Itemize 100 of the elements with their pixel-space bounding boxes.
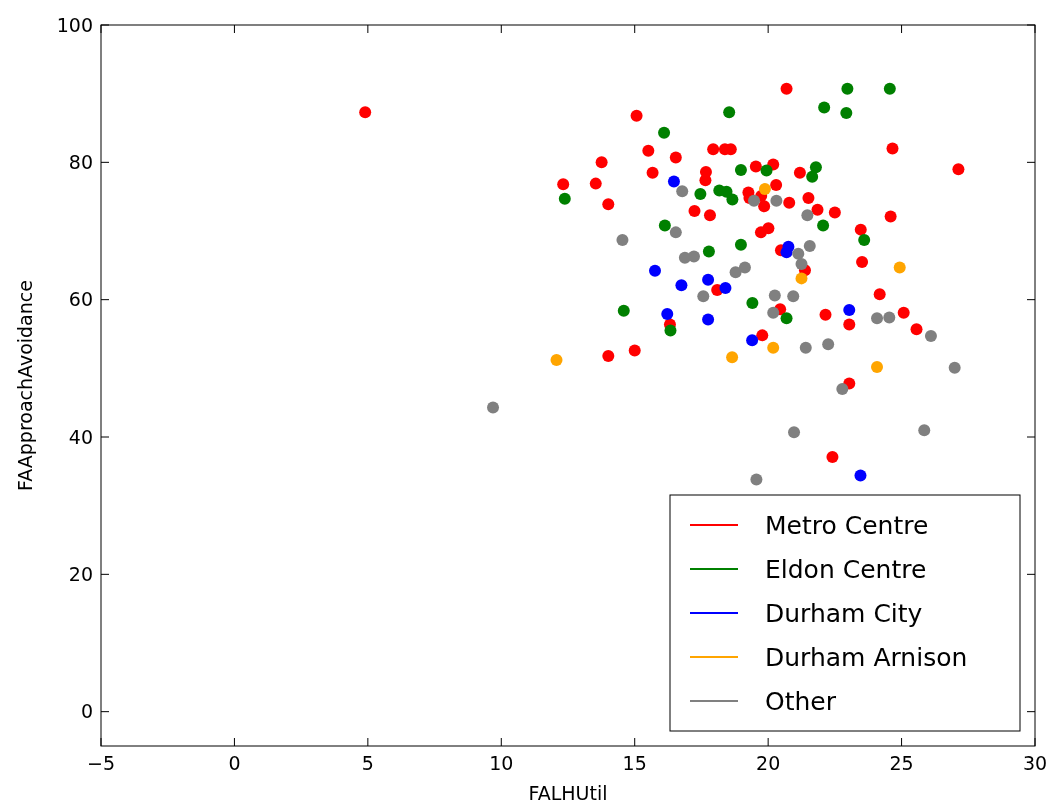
point (667, 175, 680, 188)
point (856, 255, 869, 268)
point (883, 311, 896, 324)
point (697, 290, 710, 303)
point (550, 354, 563, 367)
point (729, 266, 742, 279)
point (871, 312, 884, 325)
point (897, 306, 910, 319)
point (557, 178, 570, 191)
point (669, 226, 682, 239)
point (871, 360, 884, 373)
point (649, 264, 661, 277)
point (675, 279, 688, 292)
point (770, 194, 783, 207)
point (817, 219, 830, 232)
point (836, 382, 849, 395)
point (858, 233, 871, 246)
legend-label: Durham City (765, 598, 923, 628)
point (767, 341, 780, 354)
point (924, 330, 937, 343)
point (646, 166, 659, 179)
point (487, 401, 500, 414)
point (734, 163, 747, 176)
point (767, 306, 780, 319)
point (795, 272, 808, 285)
point (726, 351, 739, 364)
point (854, 223, 867, 236)
point (840, 106, 853, 119)
point (841, 82, 854, 95)
point (793, 166, 806, 179)
point (799, 341, 812, 354)
point (770, 179, 783, 191)
point (694, 187, 707, 200)
point (658, 126, 671, 139)
point (558, 192, 571, 205)
point (734, 238, 747, 251)
point (669, 151, 682, 164)
point (688, 205, 701, 218)
point (616, 233, 629, 246)
y-axis-title: FAApproachAvoidance (14, 280, 36, 491)
point (758, 200, 771, 213)
point (707, 143, 720, 156)
point (948, 361, 961, 374)
point (802, 192, 815, 205)
point (768, 289, 781, 302)
point (702, 245, 715, 258)
point (661, 308, 674, 321)
point (699, 174, 712, 187)
y-tick-label: 0 (80, 700, 93, 723)
point (687, 250, 700, 263)
point (806, 170, 819, 183)
point (602, 349, 615, 362)
x-tick-label: −5 (86, 752, 116, 774)
x-tick-label: 20 (756, 752, 781, 774)
point (702, 273, 715, 286)
point (801, 209, 814, 222)
point (758, 183, 771, 196)
point (792, 247, 805, 260)
point (630, 109, 643, 122)
point (809, 161, 822, 174)
point (843, 318, 856, 331)
point (628, 344, 641, 357)
point (819, 308, 832, 321)
x-tick-label: 10 (489, 752, 514, 774)
point (738, 261, 751, 274)
point (664, 324, 677, 337)
point (828, 206, 841, 219)
point (702, 313, 715, 326)
point (746, 334, 759, 347)
point (818, 101, 831, 114)
y-tick-label: 100 (56, 13, 93, 36)
point (893, 261, 906, 274)
point (873, 288, 886, 301)
point (952, 163, 965, 176)
point (602, 198, 615, 211)
point (780, 246, 793, 259)
point (843, 303, 856, 316)
point (795, 257, 808, 270)
x-tick-label: 15 (622, 752, 647, 774)
point (884, 210, 897, 223)
point (787, 290, 800, 303)
y-tick-label: 20 (68, 562, 93, 585)
legend-label: Durham Arnison (765, 642, 968, 672)
point (750, 473, 763, 486)
point (788, 426, 801, 439)
point (748, 194, 760, 207)
point (749, 160, 762, 173)
point (886, 142, 899, 155)
point (803, 240, 816, 253)
point (676, 185, 689, 198)
point (783, 196, 796, 209)
point (822, 338, 835, 351)
x-tick-label: 25 (889, 752, 914, 774)
legend-label: Metro Centre (765, 510, 929, 540)
point (826, 450, 839, 463)
legend-label: Eldon Centre (765, 554, 927, 584)
y-tick-label: 40 (68, 425, 93, 448)
point (595, 156, 608, 169)
point (854, 469, 867, 482)
point (780, 82, 793, 95)
